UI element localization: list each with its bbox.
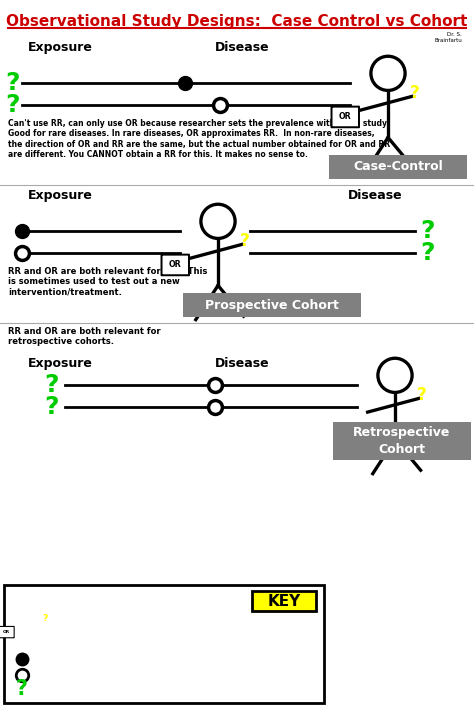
Text: Present: Present bbox=[36, 654, 79, 664]
Text: Disease: Disease bbox=[215, 357, 270, 370]
Text: OR: OR bbox=[169, 260, 182, 269]
Text: Exposure: Exposure bbox=[28, 41, 93, 54]
Text: Exposure: Exposure bbox=[28, 357, 93, 370]
Text: ?: ? bbox=[45, 395, 59, 419]
Text: ?: ? bbox=[417, 385, 427, 404]
Text: Observational Study Designs:  Case Control vs Cohort: Observational Study Designs: Case Contro… bbox=[6, 14, 468, 29]
Text: OR: OR bbox=[339, 112, 352, 122]
FancyBboxPatch shape bbox=[162, 255, 189, 275]
Text: Dr. S.
Brainfartu: Dr. S. Brainfartu bbox=[434, 32, 462, 43]
Text: Prospective Cohort: Prospective Cohort bbox=[205, 298, 339, 312]
Text: ?: ? bbox=[45, 373, 59, 397]
Text: Absent: Absent bbox=[36, 670, 74, 680]
Text: ?: ? bbox=[421, 219, 435, 243]
Text: KEY: KEY bbox=[267, 593, 301, 609]
Text: RR and OR are both relevant for this. This
is sometimes used to test out a new
i: RR and OR are both relevant for this. Th… bbox=[8, 267, 207, 297]
FancyBboxPatch shape bbox=[331, 107, 359, 127]
Text: ?: ? bbox=[6, 93, 20, 117]
FancyBboxPatch shape bbox=[0, 626, 14, 638]
Text: What we are seeking; the information we are trying
to obtain; what we do not kno: What we are seeking; the information we … bbox=[36, 679, 301, 699]
Text: ?: ? bbox=[410, 83, 420, 102]
FancyBboxPatch shape bbox=[4, 585, 324, 703]
FancyBboxPatch shape bbox=[333, 422, 471, 460]
Text: ?: ? bbox=[421, 241, 435, 265]
Text: Disease: Disease bbox=[215, 41, 270, 54]
Text: Disease: Disease bbox=[348, 189, 402, 202]
Text: ?: ? bbox=[6, 71, 20, 95]
FancyBboxPatch shape bbox=[183, 293, 361, 317]
Text: Exposure: Exposure bbox=[28, 189, 93, 202]
Text: OR: OR bbox=[3, 630, 10, 634]
Text: ?: ? bbox=[240, 232, 250, 250]
Text: RR and OR are both relevant for
retrospective cohorts.: RR and OR are both relevant for retrospe… bbox=[8, 327, 161, 346]
Text: Retrospective
Cohort: Retrospective Cohort bbox=[353, 426, 451, 456]
Text: Investigator/Researcher begins
their research. When the
researcher enters the sc: Investigator/Researcher begins their res… bbox=[56, 607, 216, 637]
Text: ?: ? bbox=[42, 614, 47, 624]
FancyBboxPatch shape bbox=[252, 591, 316, 611]
Text: ?: ? bbox=[16, 679, 28, 699]
Text: Can't use RR, can only use OR because researcher sets the prevalence within the : Can't use RR, can only use OR because re… bbox=[8, 119, 390, 159]
Text: Case-Control: Case-Control bbox=[353, 160, 443, 173]
FancyBboxPatch shape bbox=[329, 155, 467, 179]
